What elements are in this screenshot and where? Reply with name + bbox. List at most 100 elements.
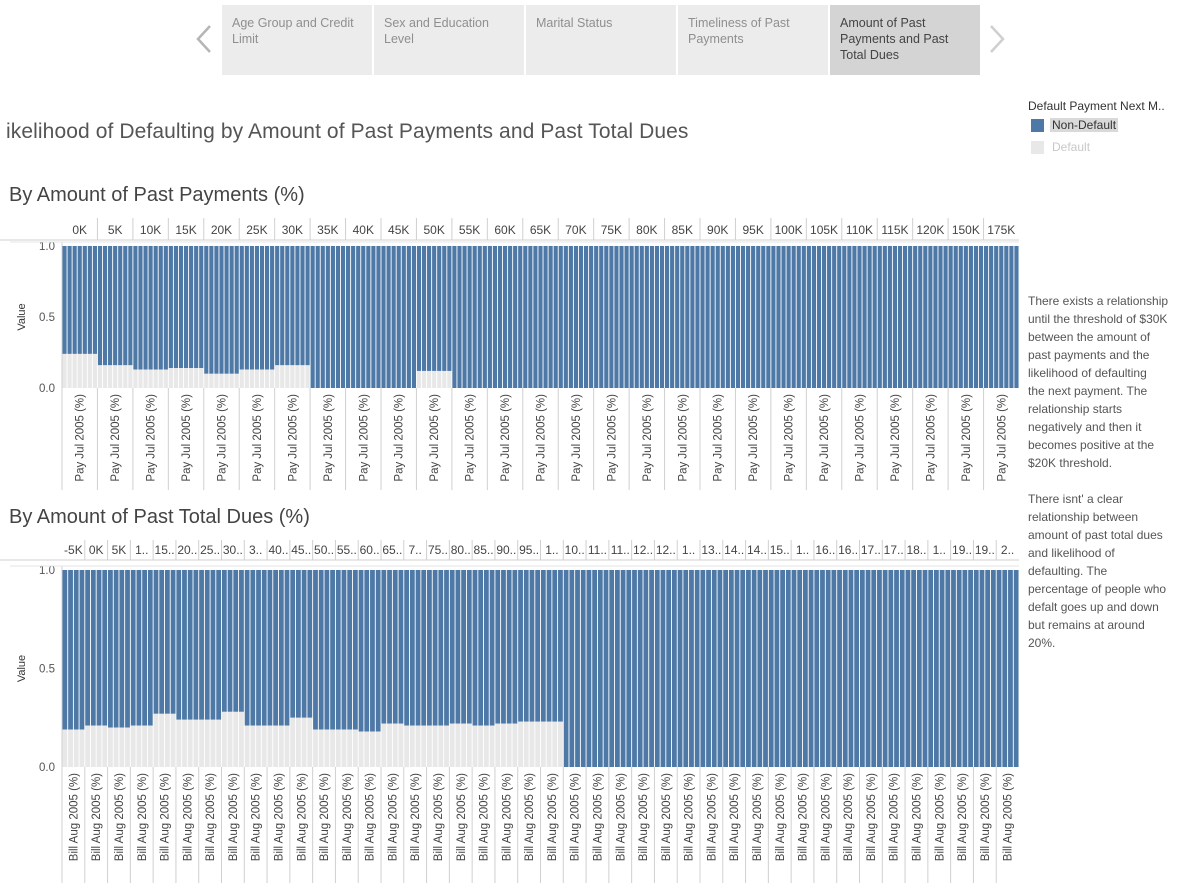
- bar-default: [518, 721, 523, 767]
- bar-non-default: [614, 246, 619, 388]
- bar-non-default: [894, 570, 899, 767]
- bar-default: [301, 717, 307, 767]
- category-header-label: -5K: [64, 543, 83, 557]
- bar-non-default: [396, 246, 401, 388]
- bar-non-default: [324, 570, 330, 730]
- bar-non-default: [637, 570, 643, 767]
- bar-non-default: [1009, 246, 1014, 388]
- bar-non-default: [548, 246, 553, 388]
- category-header-label: 19..: [975, 543, 995, 557]
- bar-default: [501, 723, 506, 767]
- bar-non-default: [280, 246, 285, 366]
- bar-non-default: [67, 246, 72, 354]
- category-header-label: 40..: [268, 543, 288, 557]
- bar-non-default: [244, 570, 250, 726]
- category-header-label: 2..: [1001, 543, 1014, 557]
- bar-default: [249, 369, 254, 388]
- bar-non-default: [478, 570, 484, 726]
- bar-non-default: [381, 246, 386, 388]
- bar-non-default: [848, 570, 854, 767]
- bar-non-default: [529, 570, 535, 722]
- bar-non-default: [427, 570, 432, 726]
- bar-non-default: [797, 570, 803, 767]
- bar-non-default: [1008, 570, 1013, 767]
- bar-non-default: [335, 570, 341, 730]
- bar-non-default: [862, 246, 867, 388]
- legend-item-non-default[interactable]: Non-Default: [1028, 115, 1187, 135]
- bar-non-default: [506, 570, 512, 724]
- bar-non-default: [1013, 570, 1019, 767]
- bar-non-default: [421, 570, 427, 726]
- bar-non-default: [193, 570, 199, 720]
- bar-label: Bill Aug 2005 (%): [456, 773, 468, 861]
- category-header-label: 115K: [881, 223, 908, 237]
- bar-default: [290, 717, 296, 767]
- bar-default: [82, 353, 87, 388]
- bar-non-default: [685, 246, 690, 388]
- bar-non-default: [489, 570, 495, 726]
- bar-label: Bill Aug 2005 (%): [798, 773, 810, 861]
- bar-non-default: [229, 246, 234, 374]
- bar-label: Pay Jul 2005 (%): [819, 394, 831, 482]
- tab-age-group-credit-limit[interactable]: Age Group and Credit Limit: [222, 5, 372, 75]
- bar-default: [108, 365, 113, 388]
- bar-non-default: [847, 246, 852, 388]
- bar-non-default: [801, 246, 806, 388]
- bar-default: [164, 713, 170, 767]
- bar-default: [183, 368, 189, 388]
- bar-non-default: [375, 570, 381, 732]
- bar-label: Pay Jul 2005 (%): [465, 394, 477, 482]
- y-tick-label: 0.5: [39, 664, 55, 676]
- bar-non-default: [296, 570, 301, 718]
- bar-default: [489, 725, 495, 767]
- tab-marital-status[interactable]: Marital Status: [526, 5, 676, 75]
- category-header-label: 1..: [796, 543, 809, 557]
- bar-default: [234, 373, 239, 388]
- bar-non-default: [518, 246, 523, 388]
- bar-non-default: [763, 570, 768, 767]
- category-header-label: 16..: [838, 543, 858, 557]
- bar-non-default: [62, 246, 67, 354]
- bar-default: [229, 373, 234, 388]
- next-sheet-button[interactable]: [986, 22, 1008, 56]
- bar-default: [113, 727, 119, 767]
- bar-non-default: [897, 246, 903, 388]
- bar-non-default: [432, 246, 437, 371]
- bar-non-default: [153, 246, 158, 370]
- bar-non-default: [113, 246, 118, 366]
- bar-non-default: [546, 570, 552, 722]
- bar-non-default: [118, 246, 123, 366]
- bar-non-default: [427, 246, 432, 371]
- bar-non-default: [415, 570, 421, 726]
- prev-sheet-button[interactable]: [193, 22, 215, 56]
- bar-non-default: [376, 246, 381, 388]
- category-header-label: 50K: [423, 223, 444, 237]
- bar-non-default: [923, 246, 928, 388]
- bar-label: Bill Aug 2005 (%): [433, 773, 445, 861]
- bar-non-default: [715, 246, 720, 388]
- bar-non-default: [666, 570, 672, 767]
- bar-non-default: [659, 246, 665, 388]
- bar-non-default: [928, 246, 933, 388]
- tab-amount-past-payments-dues[interactable]: Amount of Past Payments and Past Total D…: [830, 5, 980, 75]
- category-header-label: 50..: [314, 543, 334, 557]
- bar-non-default: [82, 246, 87, 354]
- category-header-label: 75K: [601, 223, 622, 237]
- bar-default: [244, 369, 249, 388]
- bar-non-default: [922, 570, 928, 767]
- bar-label: Pay Jul 2005 (%): [287, 394, 299, 482]
- bar-default: [415, 725, 421, 767]
- category-header-label: 60K: [494, 223, 515, 237]
- bar-label: Pay Jul 2005 (%): [855, 394, 867, 482]
- legend-item-default[interactable]: Default: [1028, 137, 1187, 157]
- bar-non-default: [366, 246, 371, 388]
- bar-non-default: [852, 246, 857, 388]
- bar-label: Bill Aug 2005 (%): [205, 773, 217, 861]
- bar-default: [535, 721, 541, 767]
- bar-default: [176, 719, 182, 767]
- category-header-label: 40K: [353, 223, 374, 237]
- tab-sex-education-level[interactable]: Sex and Education Level: [374, 5, 524, 75]
- bar-default: [483, 725, 489, 767]
- bar-label: Pay Jul 2005 (%): [677, 394, 689, 482]
- tab-timeliness-past-payments[interactable]: Timeliness of Past Payments: [678, 5, 828, 75]
